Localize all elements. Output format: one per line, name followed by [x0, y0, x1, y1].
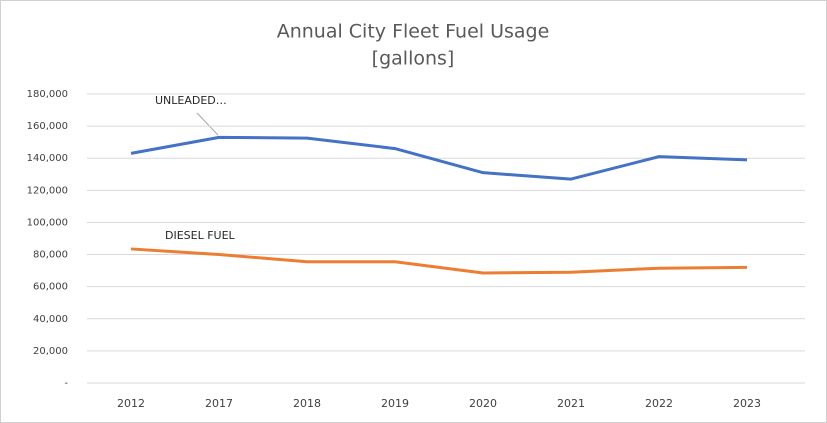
- series-line: [130, 247, 748, 275]
- y-tick-label: 180,000: [27, 89, 68, 100]
- x-tick-label: 2021: [557, 397, 585, 410]
- y-tick-label: 100,000: [27, 217, 68, 228]
- y-tick-label: -: [64, 378, 68, 389]
- chart-title: Annual City Fleet Fuel Usage: [277, 21, 550, 43]
- y-tick-label: 80,000: [33, 250, 68, 261]
- chart-subtitle: [gallons]: [372, 48, 455, 70]
- series-label: UNLEADED…: [155, 94, 227, 107]
- series-line: [130, 135, 748, 181]
- y-tick-label: 20,000: [33, 346, 68, 357]
- y-tick-label: 140,000: [27, 153, 68, 164]
- x-tick-label: 2020: [469, 397, 497, 410]
- x-tick-label: 2023: [733, 397, 761, 410]
- y-tick-label: 160,000: [27, 121, 68, 132]
- x-tick-label: 2019: [381, 397, 409, 410]
- x-tick-label: 2018: [293, 397, 321, 410]
- y-tick-label: 120,000: [27, 185, 68, 196]
- y-tick-label: 60,000: [33, 282, 68, 293]
- series-label: DIESEL FUEL: [165, 229, 236, 242]
- label-leader: [196, 112, 219, 136]
- x-tick-label: 2012: [117, 397, 145, 410]
- y-tick-label: 40,000: [33, 314, 68, 325]
- x-tick-label: 2022: [645, 397, 673, 410]
- x-tick-label: 2017: [205, 397, 233, 410]
